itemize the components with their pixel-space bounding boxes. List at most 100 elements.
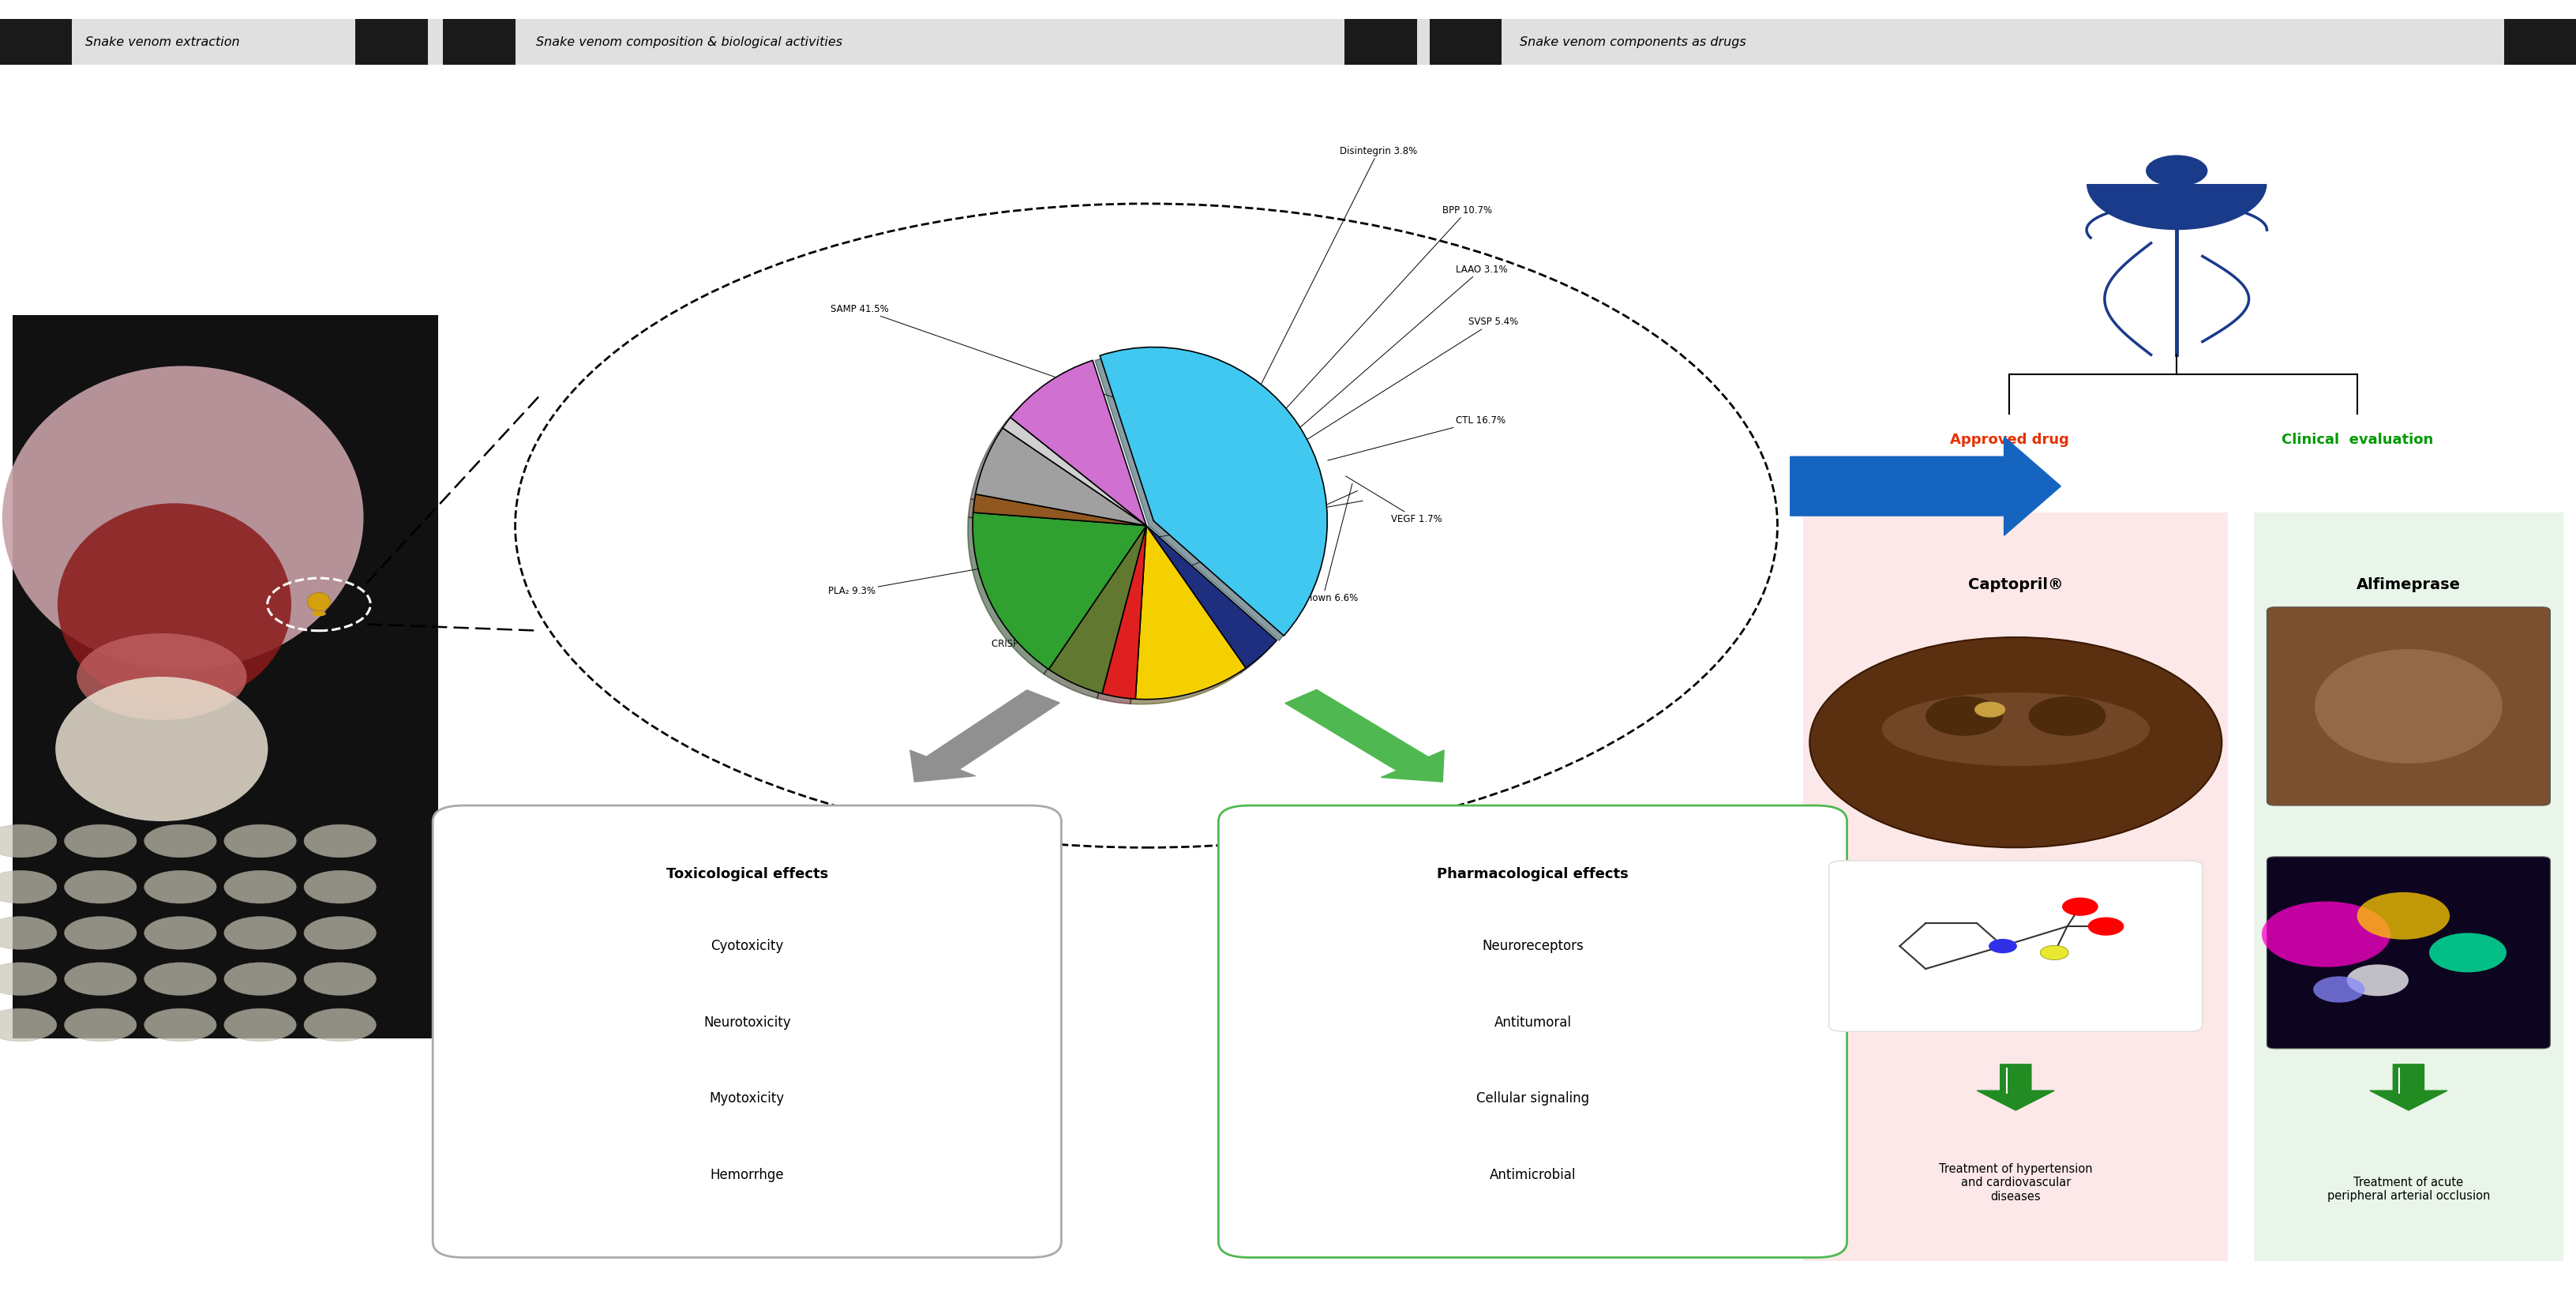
Ellipse shape [224, 1009, 296, 1041]
Text: CRISP 1.2%: CRISP 1.2% [992, 491, 1358, 649]
Text: Alfimeprase: Alfimeprase [2357, 577, 2460, 593]
Circle shape [2429, 933, 2506, 972]
Ellipse shape [224, 962, 296, 996]
Circle shape [2027, 696, 2107, 736]
FancyBboxPatch shape [443, 18, 515, 64]
Ellipse shape [54, 677, 268, 821]
Circle shape [2040, 946, 2069, 959]
FancyArrow shape [2370, 1064, 2447, 1110]
Wedge shape [1103, 526, 1146, 699]
FancyArrow shape [1285, 690, 1445, 782]
Ellipse shape [144, 825, 216, 857]
Text: SVSP 5.4%: SVSP 5.4% [1301, 317, 1517, 444]
Text: Myotoxicity: Myotoxicity [708, 1092, 786, 1105]
Ellipse shape [0, 1009, 57, 1041]
Ellipse shape [312, 611, 327, 616]
Text: Neurotoxicity: Neurotoxicity [703, 1016, 791, 1029]
Circle shape [1924, 696, 2004, 736]
Ellipse shape [77, 633, 247, 720]
Circle shape [1973, 702, 2004, 717]
Text: Snake venom composition & biological activities: Snake venom composition & biological act… [536, 35, 842, 49]
FancyBboxPatch shape [1829, 861, 2202, 1031]
Text: SAMP 41.5%: SAMP 41.5% [829, 304, 1157, 413]
FancyBboxPatch shape [355, 18, 428, 64]
Ellipse shape [224, 825, 296, 857]
Ellipse shape [224, 917, 296, 949]
Ellipse shape [304, 1009, 376, 1041]
Ellipse shape [144, 962, 216, 996]
Text: Snake venom extraction: Snake venom extraction [85, 35, 240, 49]
FancyBboxPatch shape [0, 18, 72, 64]
FancyBboxPatch shape [1218, 805, 1847, 1257]
Text: Hemorrhge: Hemorrhge [711, 1168, 783, 1181]
FancyBboxPatch shape [2267, 857, 2550, 1049]
Wedge shape [974, 512, 1146, 669]
Text: Snake venom components as drugs: Snake venom components as drugs [1520, 35, 1747, 49]
Text: LAAO 3.1%: LAAO 3.1% [1288, 264, 1507, 439]
FancyBboxPatch shape [1803, 512, 2228, 1261]
Ellipse shape [224, 870, 296, 903]
Text: Antitumoral: Antitumoral [1494, 1016, 1571, 1029]
Wedge shape [1136, 526, 1247, 699]
Circle shape [2313, 976, 2365, 1003]
Wedge shape [974, 494, 1146, 526]
Circle shape [2262, 901, 2391, 967]
Text: PLA₂ 9.3%: PLA₂ 9.3% [829, 501, 1363, 597]
Text: Neuroreceptors: Neuroreceptors [1481, 940, 1584, 953]
FancyBboxPatch shape [1345, 18, 1417, 64]
Circle shape [1989, 938, 2017, 954]
Circle shape [2061, 897, 2097, 916]
Ellipse shape [57, 503, 291, 706]
Ellipse shape [0, 962, 57, 996]
Ellipse shape [64, 962, 137, 996]
Circle shape [1808, 637, 2221, 848]
Text: Unknown 6.6%: Unknown 6.6% [1288, 484, 1358, 603]
Ellipse shape [2316, 649, 2501, 763]
Circle shape [2347, 964, 2409, 996]
FancyBboxPatch shape [0, 18, 2576, 64]
Ellipse shape [64, 917, 137, 949]
Text: Cyotoxicity: Cyotoxicity [711, 940, 783, 953]
Text: VEGF 1.7%: VEGF 1.7% [1345, 476, 1443, 524]
Ellipse shape [144, 870, 216, 903]
Ellipse shape [304, 917, 376, 949]
Text: Treatment of acute
peripheral arterial occlusion: Treatment of acute peripheral arterial o… [2326, 1176, 2491, 1202]
Text: Captopril®: Captopril® [1968, 577, 2063, 593]
Polygon shape [2087, 184, 2267, 230]
Ellipse shape [0, 825, 57, 857]
Ellipse shape [304, 962, 376, 996]
Ellipse shape [64, 825, 137, 857]
Circle shape [2146, 155, 2208, 187]
Wedge shape [976, 428, 1146, 526]
FancyBboxPatch shape [13, 315, 438, 1038]
Ellipse shape [64, 870, 137, 903]
FancyBboxPatch shape [2267, 607, 2550, 805]
Ellipse shape [144, 917, 216, 949]
Text: Toxicological effects: Toxicological effects [667, 867, 827, 880]
Wedge shape [1048, 526, 1146, 694]
Ellipse shape [1880, 692, 2148, 766]
Text: Clinical  evaluation: Clinical evaluation [2282, 434, 2432, 447]
Text: Approved drug: Approved drug [1950, 434, 2069, 447]
Ellipse shape [64, 1009, 137, 1041]
Ellipse shape [0, 917, 57, 949]
Ellipse shape [0, 870, 57, 903]
Ellipse shape [3, 365, 363, 669]
FancyBboxPatch shape [433, 805, 1061, 1257]
Ellipse shape [307, 593, 330, 611]
Text: CTL 16.7%: CTL 16.7% [1327, 415, 1504, 460]
FancyArrow shape [1978, 1064, 2053, 1110]
Text: Pharmacological effects: Pharmacological effects [1437, 867, 1628, 880]
Text: Treatment of hypertension
and cardiovascular
diseases: Treatment of hypertension and cardiovasc… [1940, 1163, 2092, 1202]
Wedge shape [1100, 347, 1327, 636]
Text: Disintegrin 3.8%: Disintegrin 3.8% [1242, 146, 1417, 423]
Text: Cellular signaling: Cellular signaling [1476, 1092, 1589, 1105]
Ellipse shape [304, 825, 376, 857]
Circle shape [2357, 892, 2450, 940]
Circle shape [2087, 917, 2123, 936]
Wedge shape [1146, 526, 1278, 668]
FancyBboxPatch shape [2504, 18, 2576, 64]
Text: Antimicrobial: Antimicrobial [1489, 1168, 1577, 1181]
FancyArrow shape [909, 690, 1059, 782]
Ellipse shape [144, 1009, 216, 1041]
